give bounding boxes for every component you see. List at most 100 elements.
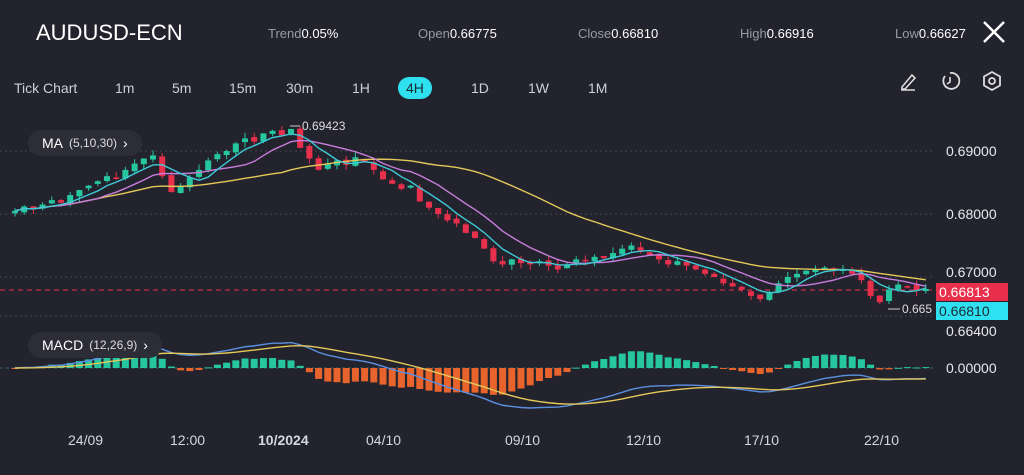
timeframe-1m[interactable]: 1m bbox=[115, 80, 135, 96]
macd-histogram-bar bbox=[333, 368, 341, 383]
macd-histogram-bar bbox=[664, 357, 672, 368]
macd-histogram-bar bbox=[784, 364, 792, 368]
macd-histogram-bar bbox=[425, 368, 433, 391]
candle-body bbox=[435, 208, 442, 214]
macd-histogram-bar bbox=[903, 367, 911, 369]
candle-body bbox=[554, 265, 561, 270]
macd-histogram-bar bbox=[453, 368, 461, 393]
macd-params: (12,26,9) bbox=[89, 338, 138, 352]
timeframe-tick-chart[interactable]: Tick Chart bbox=[14, 80, 78, 96]
timeframe-1h[interactable]: 1H bbox=[352, 80, 370, 96]
macd-histogram-bar bbox=[315, 368, 323, 379]
macd-histogram-bar bbox=[526, 368, 534, 386]
macd-histogram-bar bbox=[259, 358, 267, 368]
candle-body bbox=[214, 154, 221, 160]
settings-gear-icon[interactable] bbox=[981, 70, 1003, 92]
timeframe-15m[interactable]: 15m bbox=[229, 80, 257, 96]
x-tick: 09/10 bbox=[505, 432, 541, 448]
macd-histogram-bar bbox=[719, 368, 727, 369]
macd-histogram-bar bbox=[922, 367, 930, 369]
macd-histogram-bar bbox=[269, 357, 277, 368]
candle-body bbox=[150, 155, 156, 160]
macd-histogram-bar bbox=[839, 354, 847, 368]
candle-body bbox=[113, 177, 120, 179]
stat-label: Open bbox=[418, 26, 450, 41]
candle-body bbox=[508, 259, 515, 265]
candle-body bbox=[711, 273, 718, 277]
macd-histogram-bar bbox=[499, 368, 507, 395]
y-tick: 0.00000 bbox=[946, 360, 997, 376]
macd-histogram-bar bbox=[177, 368, 185, 371]
macd-histogram-bar bbox=[738, 368, 746, 372]
stat-value: 0.66775 bbox=[449, 26, 497, 41]
candle-body bbox=[168, 175, 175, 192]
draw-pencil-icon[interactable] bbox=[897, 70, 919, 92]
stat-label: Trend bbox=[268, 26, 302, 41]
candle-body bbox=[858, 273, 865, 281]
candle-body bbox=[573, 259, 580, 263]
macd-histogram-bar bbox=[913, 367, 921, 369]
candle-body bbox=[692, 265, 699, 270]
macd-indicator-button[interactable]: MACD (12,26,9) › bbox=[28, 332, 162, 358]
macd-histogram-bar bbox=[729, 368, 737, 370]
macd-histogram-bar bbox=[673, 358, 681, 368]
macd-histogram-bar bbox=[821, 354, 829, 368]
macd-histogram-bar bbox=[370, 368, 378, 383]
candle-body bbox=[518, 258, 524, 264]
macd-histogram-bar bbox=[830, 354, 838, 368]
x-tick: 12/10 bbox=[626, 432, 662, 448]
candle-body bbox=[757, 294, 764, 300]
macd-histogram-bar bbox=[351, 368, 359, 382]
reset-timer-icon[interactable] bbox=[939, 70, 961, 92]
macd-histogram-bar bbox=[572, 367, 580, 369]
macd-histogram-bar bbox=[480, 368, 488, 394]
timeframe-1m[interactable]: 1M bbox=[588, 80, 608, 96]
macd-histogram-bar bbox=[756, 368, 764, 374]
stat-low: Low0.66627 bbox=[895, 26, 966, 41]
candle-body bbox=[223, 151, 230, 156]
candle-body bbox=[370, 162, 377, 170]
candle-body bbox=[702, 269, 708, 274]
macd-histogram-bar bbox=[710, 365, 718, 368]
macd-histogram-bar bbox=[85, 359, 93, 368]
candle-body bbox=[876, 295, 883, 303]
timeframe-4h[interactable]: 4H bbox=[398, 77, 432, 99]
timeframe-1w[interactable]: 1W bbox=[528, 80, 549, 96]
timeframe-5m[interactable]: 5m bbox=[172, 80, 192, 96]
candle-body bbox=[922, 288, 929, 292]
candle-body bbox=[104, 176, 110, 182]
y-tick: 0.66400 bbox=[946, 323, 997, 339]
macd-line bbox=[14, 341, 926, 409]
ma-indicator-button[interactable]: MA (5,10,30) › bbox=[28, 130, 142, 156]
macd-histogram-bar bbox=[885, 368, 893, 370]
candle-body bbox=[306, 145, 313, 159]
macd-histogram-bar bbox=[213, 364, 221, 368]
ma10-line bbox=[14, 139, 926, 287]
candle-body bbox=[794, 273, 800, 278]
macd-histogram-bar bbox=[535, 368, 543, 382]
stat-trend: Trend0.05% bbox=[268, 26, 338, 41]
macd-histogram-bar bbox=[867, 364, 875, 368]
candle-body bbox=[803, 270, 810, 275]
macd-histogram-bar bbox=[765, 368, 773, 373]
macd-histogram-bar bbox=[204, 367, 212, 369]
macd-histogram-bar bbox=[131, 354, 139, 368]
stat-label: High bbox=[740, 26, 767, 41]
macd-histogram-bar bbox=[793, 360, 801, 368]
candle-body bbox=[674, 261, 681, 265]
candle-body bbox=[21, 206, 28, 213]
candle-body bbox=[398, 184, 405, 189]
close-icon[interactable] bbox=[980, 18, 1008, 46]
candle-body bbox=[444, 214, 451, 221]
macd-histogram-bar bbox=[342, 368, 350, 384]
timeframe-1d[interactable]: 1D bbox=[471, 80, 489, 96]
timeframe-30m[interactable]: 30m bbox=[286, 80, 314, 96]
stat-value: 0.05% bbox=[301, 26, 339, 41]
macd-histogram-bar bbox=[618, 353, 626, 368]
macd-histogram-bar bbox=[655, 354, 663, 368]
candle-body bbox=[48, 200, 55, 204]
macd-histogram-bar bbox=[167, 366, 175, 368]
x-tick: 12:00 bbox=[170, 432, 206, 448]
candle-body bbox=[242, 138, 248, 143]
